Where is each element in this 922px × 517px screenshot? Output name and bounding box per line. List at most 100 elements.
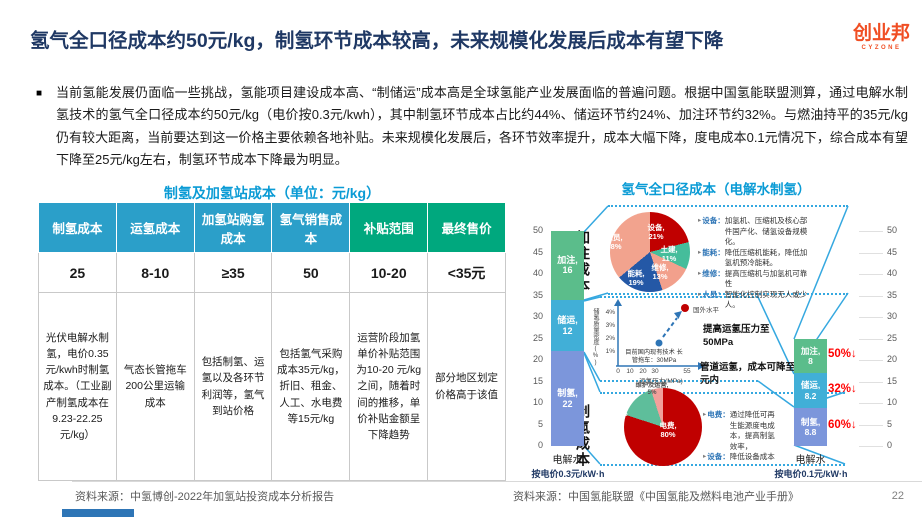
right-axis-tick-label: 35 xyxy=(887,289,898,300)
chart-canvas: 加注成本 制氢成本 储氢质量密度(%) 运氢压力(MPa) 目前国内现有技术 长… xyxy=(513,196,919,484)
pie-slice-label-土建: 土建, 11% xyxy=(660,245,678,263)
col-header-sale: 氢气销售成本 xyxy=(271,202,351,253)
bar-note-bar-future: 按电价0.1元/kW·h xyxy=(774,469,848,479)
left-axis-tick-label: 15 xyxy=(532,375,543,386)
bullet-marker-icon: ▸ xyxy=(698,217,702,224)
bullet-text: 提高压缩机与加氢机可靠性 xyxy=(724,268,808,289)
right-axis-tick-label: 15 xyxy=(887,375,898,386)
left-axis-tick-label: 10 xyxy=(532,397,543,407)
left-axis-tick-label: 45 xyxy=(532,246,543,257)
transport-cost-panel xyxy=(600,296,758,382)
bullet-text: 降低压缩机能耗，降低加氢机预冷能耗。 xyxy=(724,247,808,268)
bar-segment-加注: 加注, 8 xyxy=(794,338,827,373)
bullet-key: 维修： xyxy=(702,268,725,278)
bullet-marker-icon: ▸ xyxy=(698,290,702,298)
left-axis-tick-label: 25 xyxy=(532,332,543,343)
bullet-item: ▸ 维修： 提高压缩机与加氢机可靠性 xyxy=(698,269,812,290)
desc-cell: 部分地区划定价格高于该值 xyxy=(427,292,506,481)
mini-chart-xlabel: 运氢压力(MPa) xyxy=(639,378,683,385)
table-description-row: 光伏电解水制氢，电价0.35元/kwh时制氢成本。（工业副产制氢成本在9.23-… xyxy=(38,292,506,481)
annotation-pipeline: 管道运氢，成本可降至2元内 xyxy=(700,362,801,386)
right-axis-tick-label: 20 xyxy=(887,354,898,364)
right-gridline xyxy=(859,424,883,426)
pie-slice-label-能耗: 能耗, 19% xyxy=(627,269,645,287)
mini-y-tick: 4% xyxy=(605,309,615,316)
bar-note-bar-current: 按电价0.3元/kW·h xyxy=(531,469,605,479)
bullet-text: 降低设备成本 xyxy=(729,452,775,461)
bullet-item: ▸ 电费： 通过降低可再生能源度电成本，提高制氢效率， xyxy=(703,410,781,452)
bottom-accent-bar xyxy=(62,509,134,517)
chart-title: 氢气全口径成本（电解水制氢） xyxy=(621,182,811,197)
bullet-marker-icon: ▸ xyxy=(703,453,707,460)
chart-section: 氢气全口径成本（电解水制氢） xyxy=(513,178,919,484)
annotation-pressure: 提高运氢压力至50MPa xyxy=(703,324,770,348)
mini-y-tick: 3% xyxy=(605,322,615,329)
source-left: 资料来源：中氢博创-2022年加氢站投资成本分析报告 xyxy=(75,491,335,503)
left-axis-tick-label: 35 xyxy=(532,289,543,300)
pie-slice-label-人员: 人员, 38% xyxy=(605,233,623,251)
mini-x-tick: 10 xyxy=(626,368,634,375)
mini-x-tick: 20 xyxy=(639,368,647,375)
source-right: 资料来源：中国氢能联盟《中国氢能及燃料电池产业手册》 xyxy=(513,491,799,503)
mini-x-tick: 55 xyxy=(683,368,691,375)
right-gridline xyxy=(859,231,883,232)
bullet-text: 智能化控制实现无人或少人。 xyxy=(724,289,808,310)
table-values-row: 25 8-10 ≥35 50 10-20 <35元 xyxy=(38,252,506,293)
value-cell: ≥35 xyxy=(193,252,273,293)
bullet-text: 加氢机、压缩机及核心部件国产化、储氢设备规模化。 xyxy=(724,216,808,246)
right-axis-tick-label: 10 xyxy=(887,397,898,407)
right-gridline xyxy=(859,338,883,340)
col-header-transport: 运氢成本 xyxy=(115,202,195,253)
stacked-bar-bar-future: 加注, 8 储运, 8.2 制氢, 8.8 xyxy=(794,338,827,447)
produce-bullet-list: ▸ 电费： 通过降低可再生能源度电成本，提高制氢效率， ▸ 设备： 降低设备成本 xyxy=(703,410,781,463)
bullet-key: 能耗： xyxy=(702,247,725,257)
bullet-key: 人员： xyxy=(702,289,725,299)
logo-text: 创业邦 xyxy=(852,23,910,44)
pie-slice-label-维修: 维修, 13% xyxy=(651,263,669,281)
right-gridline xyxy=(859,381,883,383)
right-gridline xyxy=(859,252,883,254)
produce-cost-panel xyxy=(600,392,845,466)
logo-subtext: CYZONE xyxy=(861,45,902,51)
pie-slice-label-电费: 电费, 80% xyxy=(659,421,677,439)
left-axis-tick-label: 20 xyxy=(532,354,543,364)
right-axis-tick-label: 50 xyxy=(887,225,898,235)
left-axis-tick-label: 30 xyxy=(532,311,543,321)
refuel-bullet-list: ▸ 设备： 加氢机、压缩机及核心部件国产化、储氢设备规模化。 ▸ 能耗： 降低压缩机能耗，… xyxy=(698,216,812,311)
reduction-label-制氢: 60%↓ xyxy=(828,419,857,432)
intro-paragraph: 当前氢能发展仍面临一些挑战，氢能项目建设成本高、“制储运”成本高是全球氢能产业发… xyxy=(56,85,908,168)
mini-chart-ylabel: 储氢质量密度(%) xyxy=(592,308,599,367)
bullet-item: ▸ 能耗： 降低压缩机能耗，降低加氢机预冷能耗。 xyxy=(698,248,812,269)
bar-segment-加注: 加注, 16 xyxy=(551,231,584,300)
bullet-item: ▸ 设备： 加氢机、压缩机及核心部件国产化、储氢设备规模化。 xyxy=(698,216,812,248)
value-cell: 25 xyxy=(38,252,117,293)
col-header-station-purchase: 加氢站购氢成本 xyxy=(193,202,273,253)
right-axis-tick-label: 25 xyxy=(887,332,898,343)
bar-segment-储运: 储运, 8.2 xyxy=(794,372,827,409)
right-gridline xyxy=(859,403,883,404)
domestic-point-label: 目前国内现有技术 长管拖车：30MPa xyxy=(625,349,683,364)
stacked-bar-bar-current: 加注, 16 储运, 12 制氢, 22 xyxy=(551,231,584,446)
value-cell: 10-20 xyxy=(349,252,429,293)
table-header-row: 制氢成本 运氢成本 加氢站购氢成本 氢气销售成本 补贴范围 最终售价 xyxy=(38,202,506,253)
bullet-item: ▸ 设备： 降低设备成本 xyxy=(703,452,781,463)
value-cell: <35元 xyxy=(427,252,506,293)
bar-segment-制氢: 制氢, 8.8 xyxy=(794,408,827,446)
left-axis-tick-label: 50 xyxy=(532,225,543,235)
right-gridline xyxy=(859,295,883,297)
reduction-label-加注: 50%↓ xyxy=(828,347,857,360)
cost-table: 制氢成本 运氢成本 加氢站购氢成本 氢气销售成本 补贴范围 最终售价 25 8-… xyxy=(38,202,506,481)
col-header-subsidy: 补贴范围 xyxy=(349,202,429,253)
bar-category-label-bar-future: 电解水 xyxy=(795,455,826,466)
right-axis-tick-label: 45 xyxy=(887,246,898,257)
right-axis-tick-label: 5 xyxy=(887,418,893,429)
value-cell: 8-10 xyxy=(115,252,195,293)
desc-cell: 包括氢气采购成本35元/kg，折旧、租金、人工、水电费等15元/kg xyxy=(271,292,351,481)
table-title: 制氢及加氢站成本（单位：元/kg） xyxy=(163,185,381,201)
mini-x-tick: 0 xyxy=(616,368,620,375)
reduction-label-储运: 32%↓ xyxy=(828,382,857,395)
bullet-item: ▸ 人员： 智能化控制实现无人或少人。 xyxy=(698,290,812,311)
right-gridline xyxy=(859,446,883,447)
footer-divider xyxy=(72,481,922,482)
left-axis-tick-label: 5 xyxy=(537,418,543,429)
